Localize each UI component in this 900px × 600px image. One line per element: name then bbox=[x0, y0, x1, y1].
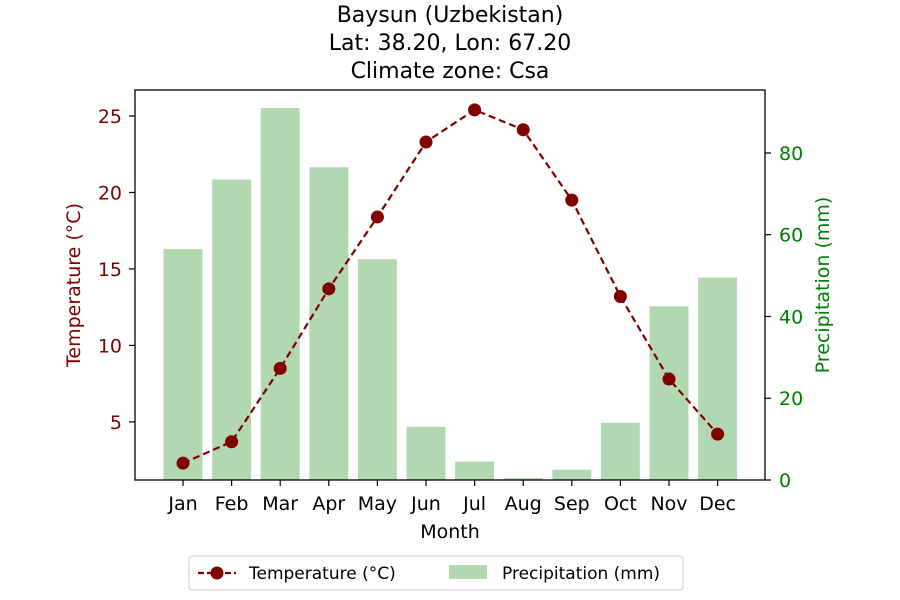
y-right-tick-label: 20 bbox=[779, 388, 803, 410]
precipitation-bar bbox=[406, 426, 446, 480]
temperature-point bbox=[516, 123, 530, 137]
x-tick-label: May bbox=[358, 493, 397, 515]
temperature-point bbox=[273, 361, 287, 375]
temperature-point bbox=[322, 282, 336, 296]
precipitation-bar bbox=[212, 179, 252, 480]
x-axis-label: Month bbox=[420, 521, 480, 543]
precipitation-bar bbox=[309, 167, 349, 480]
x-tick-label: Oct bbox=[604, 493, 637, 515]
y-left-tick-label: 15 bbox=[98, 259, 122, 281]
title-line-3: Climate zone: Csa bbox=[351, 59, 550, 84]
x-tick-label: Aug bbox=[505, 493, 542, 515]
x-tick-label: Dec bbox=[699, 493, 736, 515]
legend-temperature-marker bbox=[210, 566, 224, 580]
title-line-2: Lat: 38.20, Lon: 67.20 bbox=[329, 31, 571, 56]
x-tick-label: Jun bbox=[410, 493, 441, 515]
y-right-tick-label: 60 bbox=[779, 225, 803, 247]
y-right-tick-label: 40 bbox=[779, 306, 803, 328]
legend-precipitation-label: Precipitation (mm) bbox=[502, 564, 660, 584]
precipitation-bar bbox=[163, 249, 203, 480]
temperature-line-layer bbox=[176, 103, 725, 470]
x-tick-label: Nov bbox=[650, 493, 687, 515]
temperature-point bbox=[419, 135, 433, 149]
y-left-axis-ticks: 5 10 15 20 25 bbox=[98, 106, 135, 434]
y-right-axis-ticks: 0 20 40 60 80 bbox=[765, 143, 803, 492]
precipitation-bar bbox=[503, 477, 543, 480]
temperature-point bbox=[565, 193, 579, 207]
temperature-point bbox=[176, 456, 190, 470]
precipitation-bar bbox=[698, 277, 738, 480]
temperature-point bbox=[370, 210, 384, 224]
temperature-point bbox=[225, 435, 239, 449]
y-right-tick-label: 80 bbox=[779, 143, 803, 165]
title-line-1: Baysun (Uzbekistan) bbox=[337, 3, 564, 28]
precipitation-bar bbox=[357, 259, 397, 480]
precipitation-bar bbox=[600, 422, 640, 480]
temperature-point bbox=[711, 427, 725, 441]
temperature-point bbox=[468, 103, 482, 117]
legend-precipitation-swatch bbox=[449, 565, 487, 579]
x-tick-label: Apr bbox=[312, 493, 345, 515]
legend-box bbox=[188, 555, 684, 591]
plot-frame bbox=[134, 89, 766, 481]
x-tick-label: Jan bbox=[167, 493, 197, 515]
precipitation-bar bbox=[455, 461, 495, 480]
temperature-line bbox=[182, 108, 719, 465]
legend-temperature-label: Temperature (°C) bbox=[248, 564, 396, 584]
y-left-axis-label: Temperature (°C) bbox=[63, 203, 85, 368]
x-tick-label: Sep bbox=[554, 493, 590, 515]
precipitation-bar bbox=[260, 107, 300, 481]
y-left-tick-label: 5 bbox=[110, 412, 122, 434]
legend: Temperature (°C) Precipitation (mm) bbox=[188, 555, 684, 591]
x-tick-label: Mar bbox=[262, 493, 298, 515]
precipitation-bars bbox=[163, 107, 738, 481]
y-left-tick-label: 25 bbox=[98, 106, 122, 128]
y-left-tick-label: 10 bbox=[98, 335, 122, 357]
x-axis-ticks: Jan Feb Mar Apr May Jun Jul Aug Sep Oct Nov Dec bbox=[167, 480, 736, 515]
temperature-point bbox=[662, 372, 676, 386]
x-tick-label: Jul bbox=[462, 493, 486, 515]
precipitation-bar bbox=[552, 469, 592, 480]
y-right-axis-label: Precipitation (mm) bbox=[812, 197, 834, 374]
x-tick-label: Feb bbox=[215, 493, 249, 515]
temperature-point bbox=[613, 289, 627, 303]
y-right-tick-label: 0 bbox=[779, 470, 791, 492]
y-left-tick-label: 20 bbox=[98, 182, 122, 204]
chart-title: Baysun (Uzbekistan) Lat: 38.20, Lon: 67.… bbox=[329, 3, 571, 84]
